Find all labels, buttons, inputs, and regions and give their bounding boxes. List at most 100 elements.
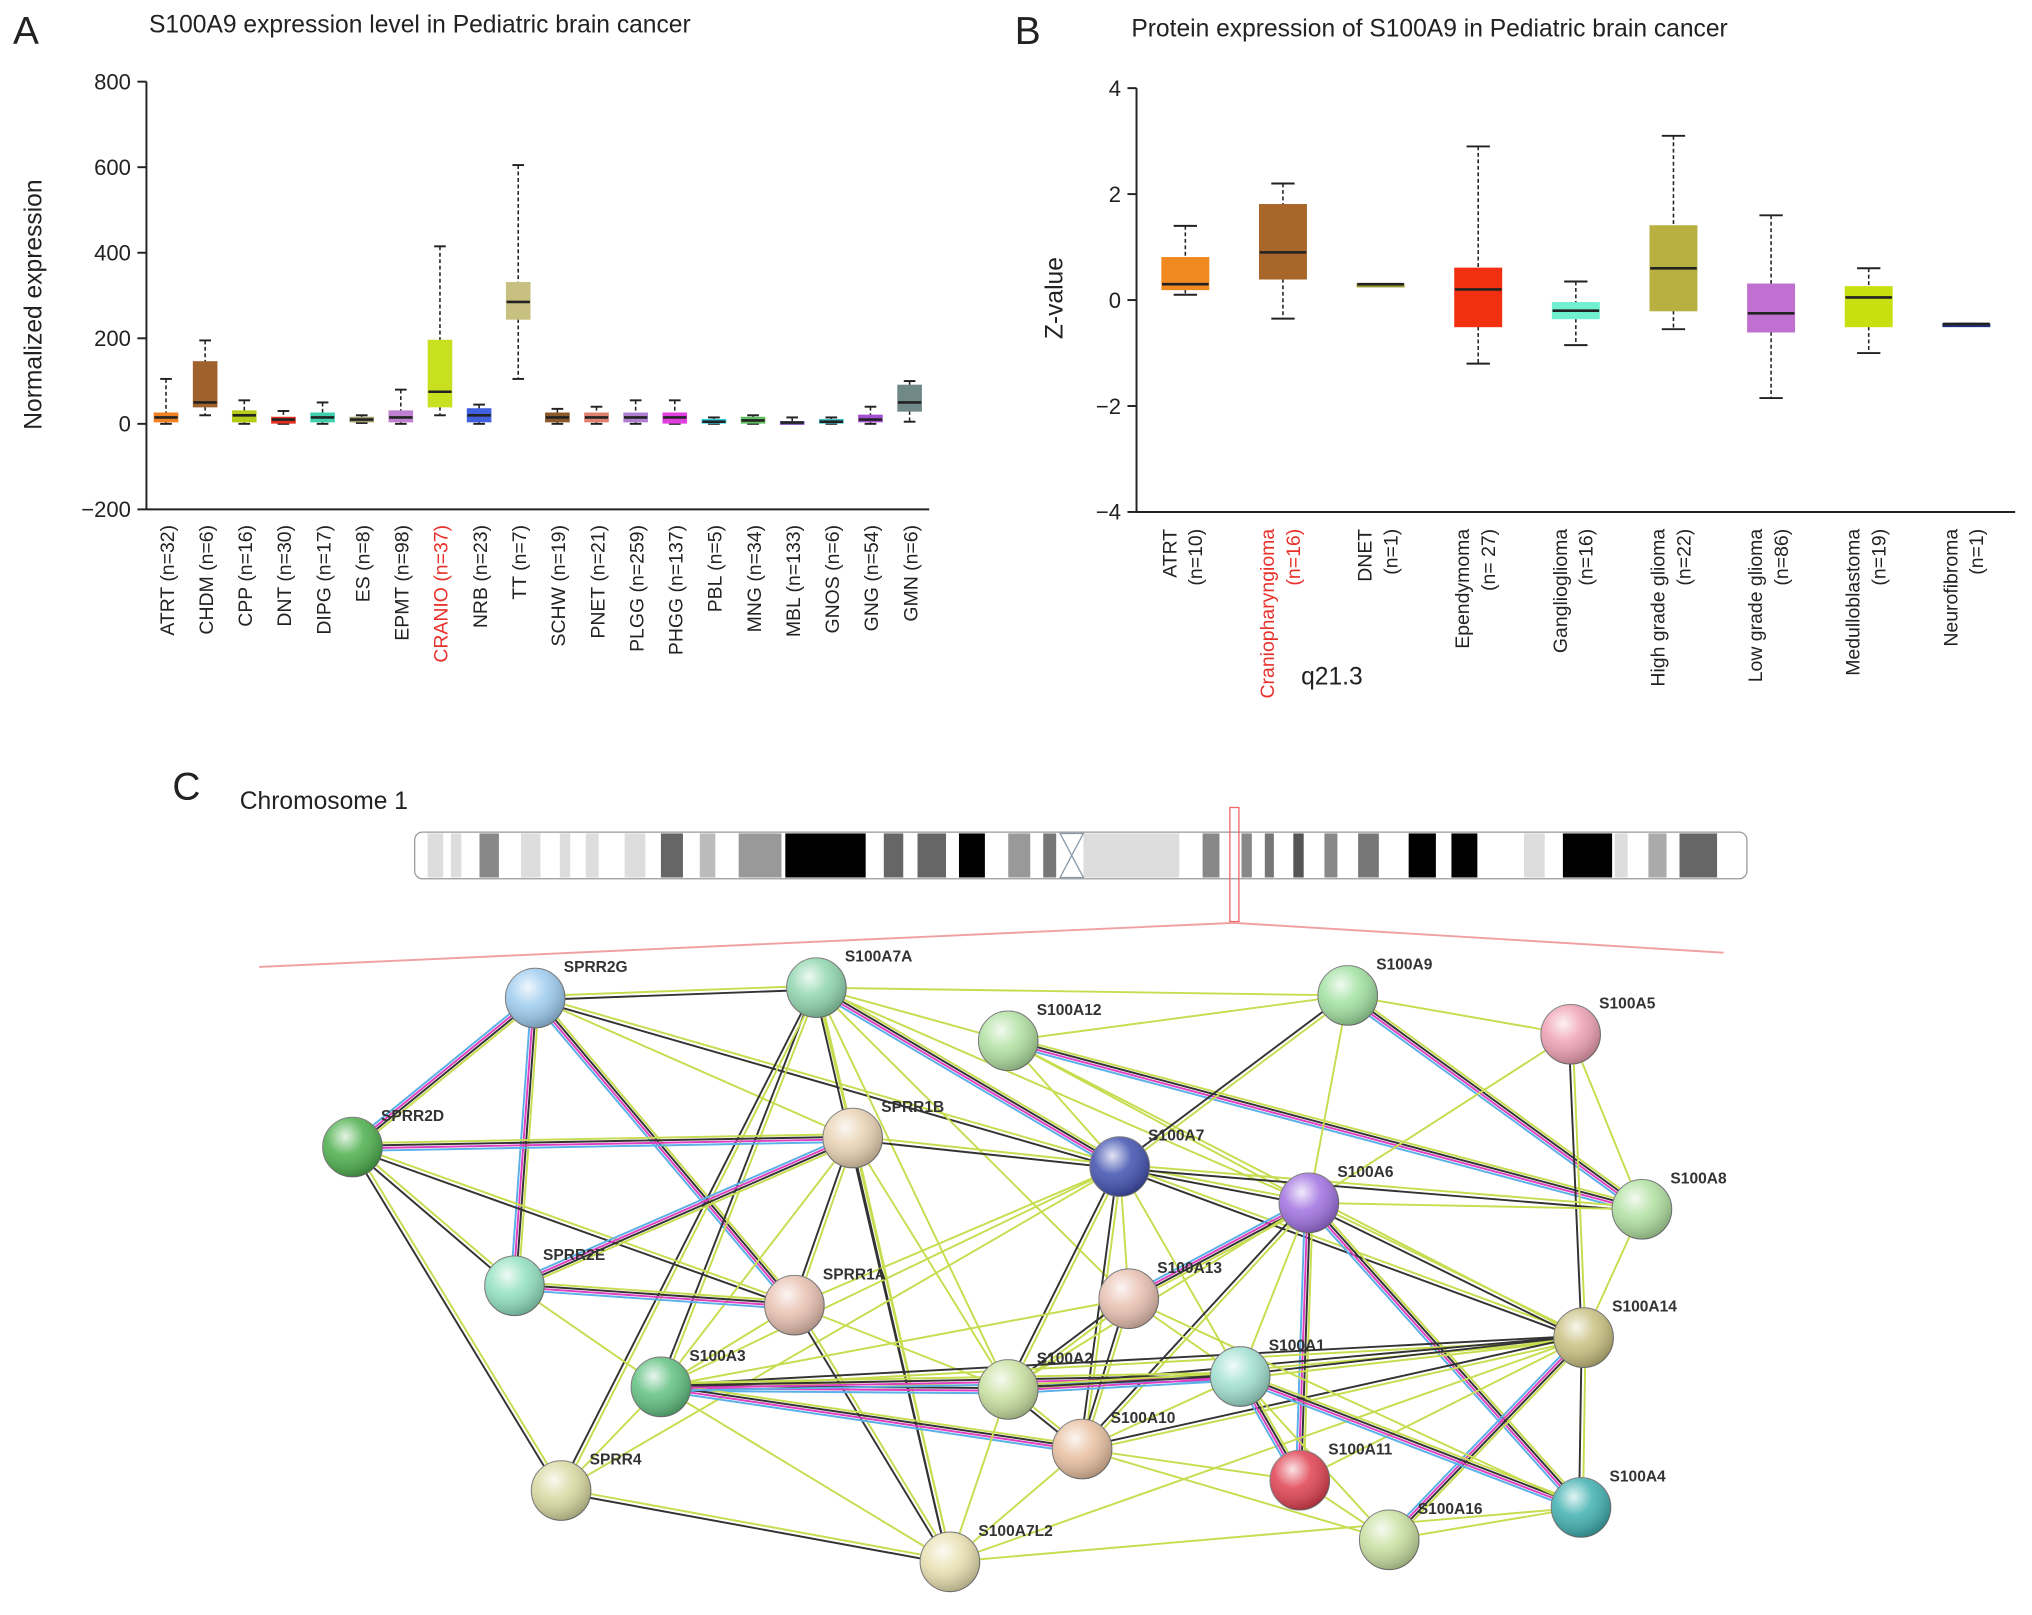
y-tick-label: 800 <box>94 69 131 94</box>
edge <box>1006 1043 1642 1215</box>
chromosome-band <box>1202 833 1220 878</box>
x-tick-label: TT (n=7) <box>509 525 531 600</box>
edge <box>1308 1033 1572 1204</box>
node-label: S100A10 <box>1111 1410 1176 1427</box>
y-tick-label: 400 <box>94 241 131 266</box>
edge <box>535 988 817 1001</box>
edge <box>349 994 534 1145</box>
chart-title: Protein expression of S100A9 in Pediatri… <box>1131 15 1727 42</box>
node-shine <box>1551 1477 1611 1538</box>
edge <box>513 1135 853 1286</box>
panel-label: A <box>13 10 39 53</box>
edge <box>851 1137 1010 1390</box>
chromosome-band <box>1648 833 1667 878</box>
edge <box>660 1387 1009 1392</box>
panel-label: C <box>172 766 200 809</box>
edge <box>660 1386 951 1563</box>
node-shine <box>484 1255 545 1316</box>
x-tick-label: GNOS (n=6) <box>822 525 844 634</box>
edge <box>1299 1336 1585 1482</box>
x-tick-label: GMN (n=6) <box>900 525 922 622</box>
edge <box>352 1140 853 1152</box>
edge <box>1008 1374 1241 1390</box>
node-shine <box>531 1460 591 1521</box>
edge <box>1127 1200 1309 1299</box>
node-shine <box>978 1359 1039 1420</box>
x-tick-label: Craniopharyngioma <box>1257 529 1279 699</box>
edge <box>815 987 1120 1169</box>
chromosome-band <box>917 833 947 878</box>
edge <box>1346 995 1642 1212</box>
edge <box>815 987 1010 1390</box>
edge <box>349 1147 561 1493</box>
edge <box>660 1165 1121 1388</box>
edge <box>1120 996 1350 1169</box>
edge <box>853 1137 953 1562</box>
node-label: SPRR1A <box>823 1266 886 1283</box>
node-label: S100A8 <box>1670 1170 1727 1187</box>
edge <box>661 1382 1083 1447</box>
chromosome-band <box>479 833 499 878</box>
x-tick-label: PLGG (n=259) <box>626 525 648 652</box>
x-tick-label: Ganglioglioma <box>1550 529 1572 653</box>
chromosome-band <box>660 833 683 878</box>
x-tick-label: DIPG (n=17) <box>313 525 335 635</box>
y-tick-label: −2 <box>1096 394 1121 419</box>
edge <box>560 1491 950 1565</box>
x-tick-n-label: (n=22) <box>1673 529 1695 586</box>
edge <box>1567 1034 1583 1338</box>
edge <box>1081 1448 1300 1482</box>
x-tick-label: EPMT (n=98) <box>392 525 414 641</box>
edge <box>816 985 1121 1167</box>
edge <box>1347 993 1644 1210</box>
node-label: S100A7 <box>1148 1128 1204 1145</box>
chromosome-band <box>585 833 599 878</box>
x-tick-label: NRB (n=23) <box>470 525 492 628</box>
edge <box>535 995 1121 1166</box>
edge <box>1344 997 1641 1214</box>
edge <box>660 1389 1082 1454</box>
node-label: S100A7A <box>845 949 912 966</box>
box <box>897 384 922 412</box>
edge <box>1569 1033 1643 1210</box>
edge <box>350 1147 514 1288</box>
edge <box>660 1376 1241 1390</box>
x-tick-label: DNET <box>1355 529 1377 582</box>
edge <box>660 1374 1241 1387</box>
edge <box>353 1145 564 1491</box>
chromosome-band <box>1451 833 1478 878</box>
edge <box>817 983 1123 1165</box>
edge <box>514 1138 854 1288</box>
edge <box>1008 1376 1241 1392</box>
panel-label: B <box>1015 10 1041 53</box>
x-tick-label: SCHW (n=19) <box>548 525 570 647</box>
chromosome-band <box>883 833 904 878</box>
x-tick-label: DNT (n=30) <box>274 525 296 627</box>
edge <box>1389 1337 1586 1542</box>
edge <box>1349 991 1645 1207</box>
chromosome-band <box>699 833 716 878</box>
chromosome-ideogram <box>414 831 1748 880</box>
edge <box>535 984 817 998</box>
edge <box>512 1133 852 1284</box>
chromosome-band <box>958 833 985 878</box>
edge <box>1079 1200 1309 1449</box>
x-tick-label: ATRT <box>1159 529 1181 578</box>
edge <box>1008 1038 1643 1209</box>
x-tick-label: Medulloblastoma <box>1843 529 1865 676</box>
edge <box>1385 1334 1582 1538</box>
edge <box>794 1165 1121 1307</box>
x-tick-label: GNG (n=54) <box>861 525 883 631</box>
edge <box>1297 1202 1309 1481</box>
y-tick-label: −4 <box>1096 500 1121 525</box>
chromosome-band <box>1524 833 1545 878</box>
x-tick-label: CRANIO (n=37) <box>431 525 453 663</box>
node-label: SPRR1B <box>881 1099 944 1116</box>
x-tick-n-label: (n= 27) <box>1478 529 1500 591</box>
node-shine <box>822 1108 883 1168</box>
x-tick-n-label: (n=16) <box>1283 529 1305 586</box>
box <box>1747 283 1796 333</box>
y-tick-label: 600 <box>94 155 131 180</box>
chromosome-band <box>1614 833 1628 878</box>
edge <box>1119 1167 1309 1206</box>
